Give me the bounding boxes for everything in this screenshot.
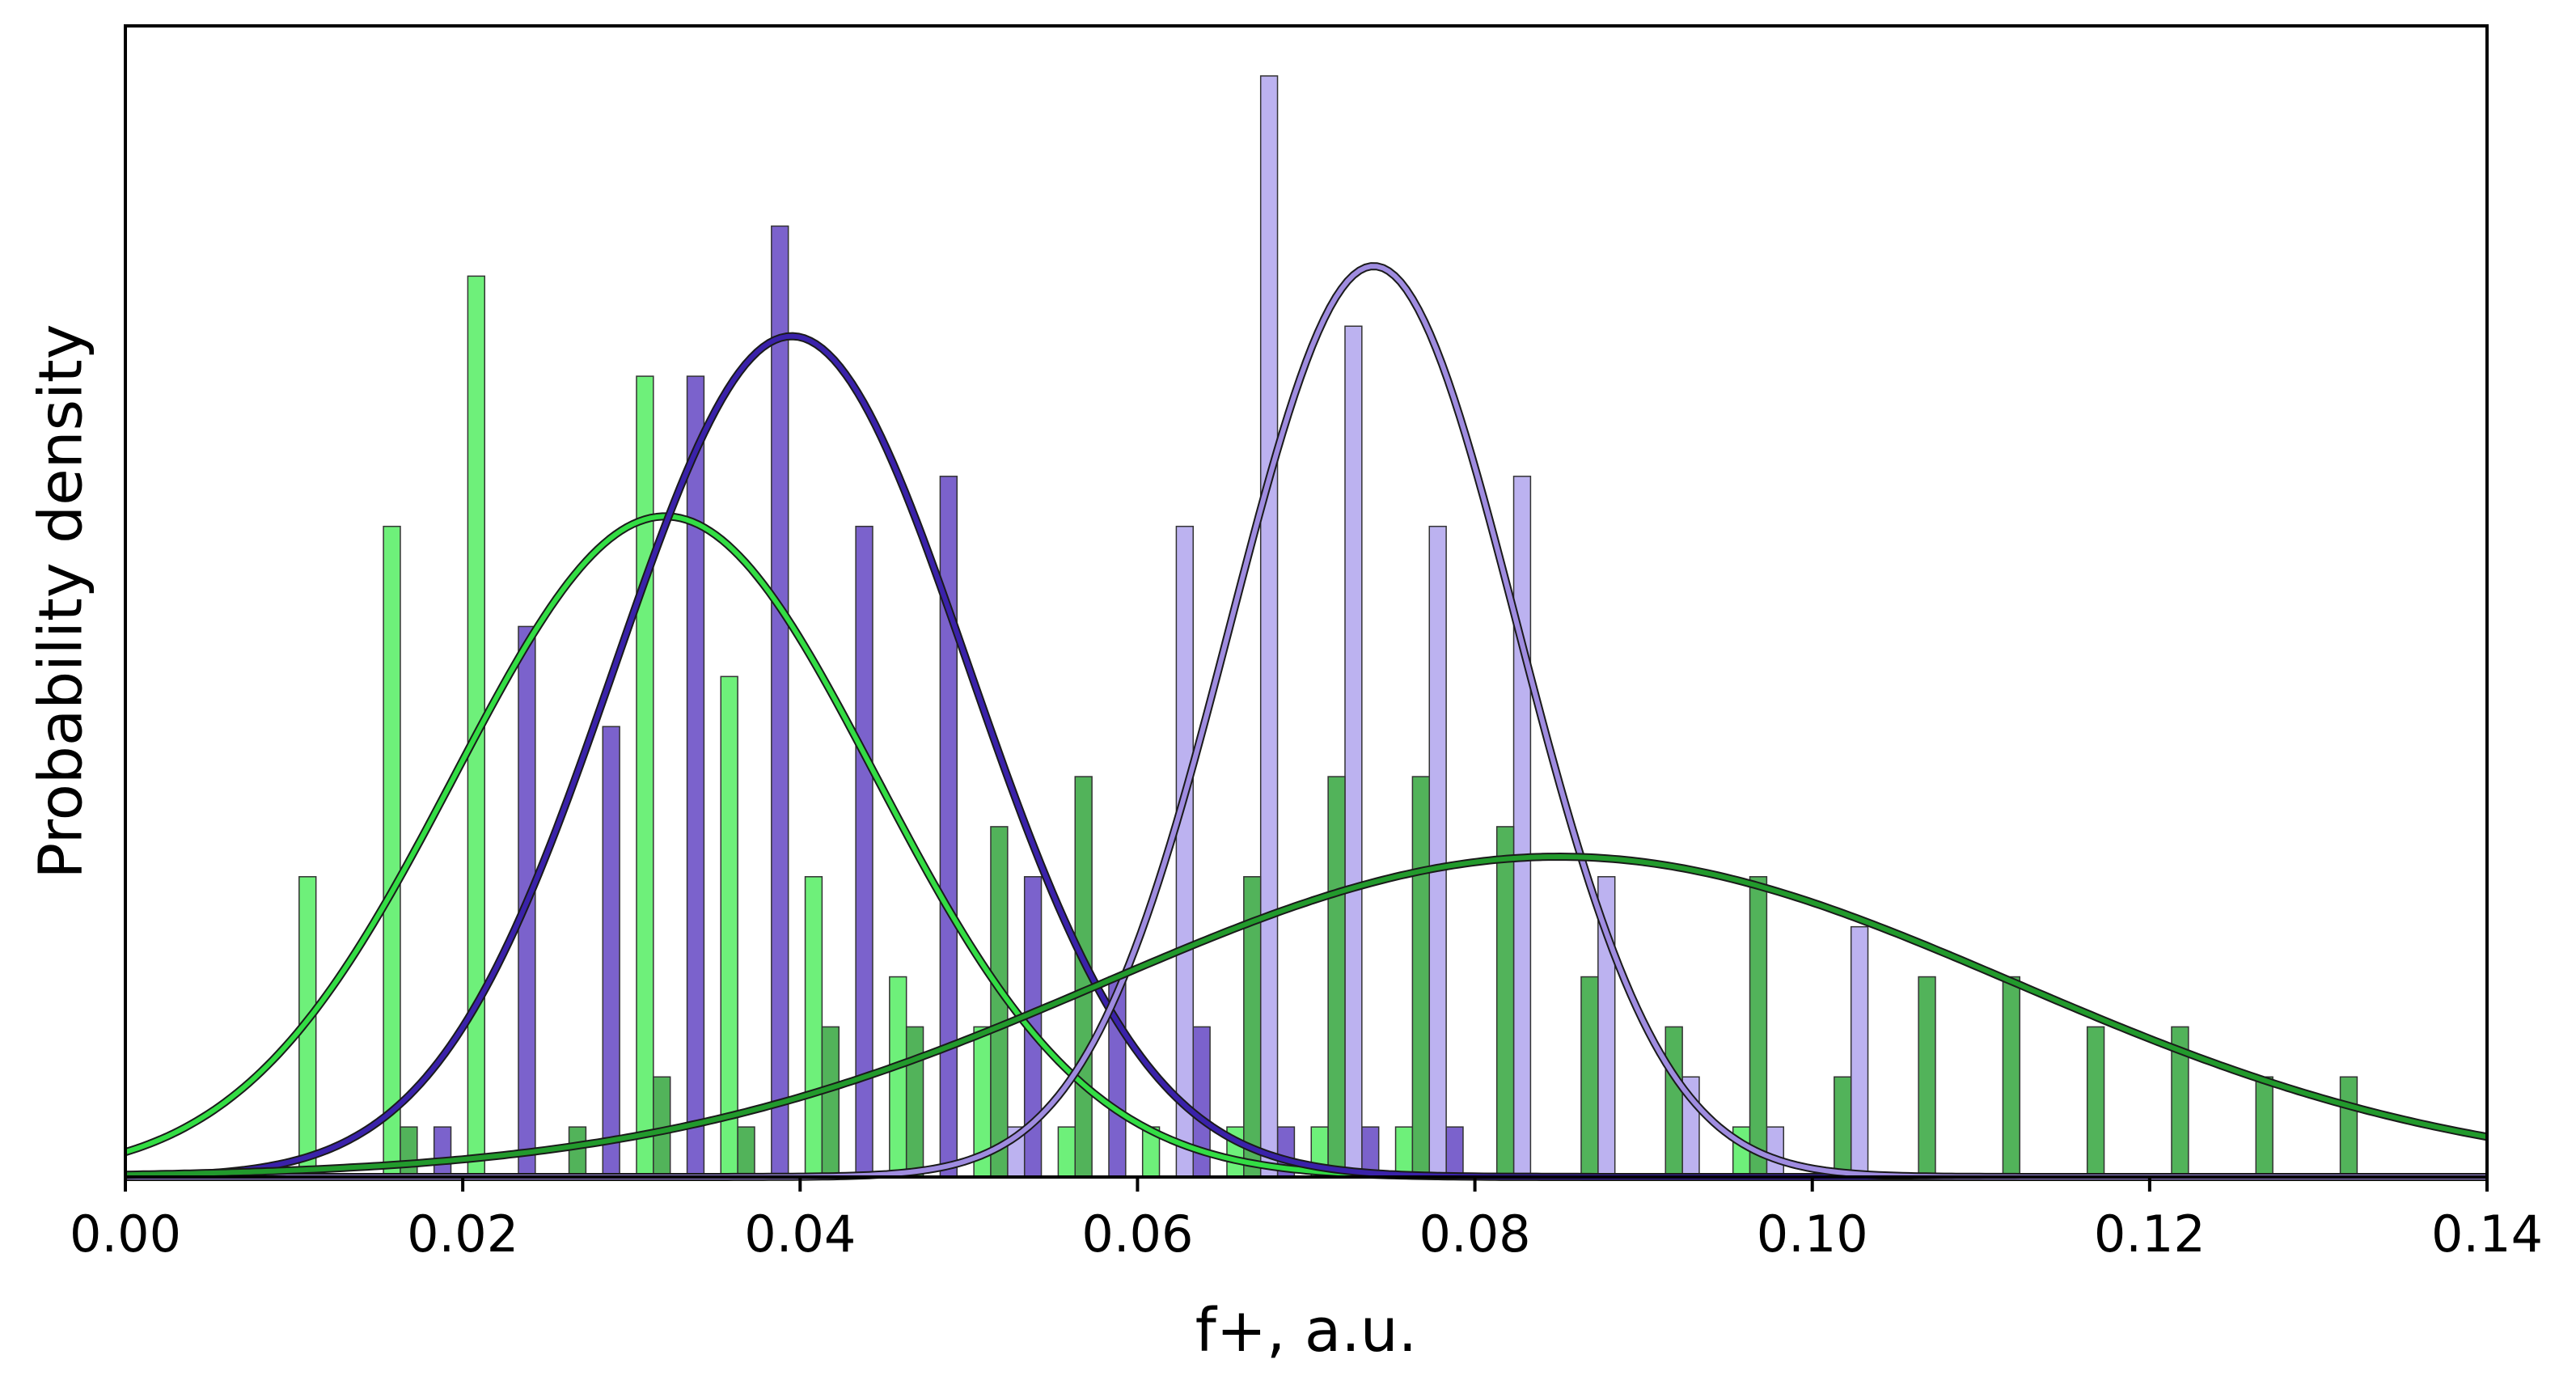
bar-dark-purple-3 [686, 375, 705, 1178]
bar-light-purple-1 [1175, 525, 1195, 1178]
bar-light-purple-9 [1850, 925, 1869, 1178]
plot-frame [124, 24, 2489, 1179]
x-tick-label-2: 0.04 [744, 1205, 856, 1264]
bar-light-green-6 [889, 976, 907, 1178]
bar-light-purple-4 [1428, 525, 1447, 1178]
bar-dark-green-10 [1411, 776, 1431, 1178]
bars-layer [298, 75, 2358, 1178]
x-tick-label-6: 0.12 [2094, 1205, 2206, 1264]
bar-dark-green-16 [1918, 976, 1936, 1178]
bar-dark-green-14 [1749, 876, 1768, 1178]
bar-dark-green-0 [400, 1126, 418, 1178]
bar-dark-green-17 [2002, 976, 2021, 1178]
bar-dark-green-9 [1327, 776, 1346, 1178]
fit-curve-dark-green [125, 854, 2488, 1178]
bar-dark-purple-2 [602, 726, 620, 1178]
bar-light-green-1 [383, 525, 401, 1178]
bar-dark-green-4 [821, 1026, 840, 1178]
bar-light-green-12 [1394, 1126, 1414, 1178]
x-tick-label-7: 0.14 [2431, 1205, 2543, 1264]
bar-dark-green-13 [1664, 1026, 1683, 1178]
bar-dark-purple-0 [433, 1126, 452, 1178]
bar-dark-green-21 [2339, 1076, 2358, 1178]
x-tick-label-3: 0.06 [1081, 1205, 1193, 1264]
bar-dark-green-15 [1834, 1076, 1852, 1178]
bar-dark-green-11 [1495, 826, 1515, 1178]
x-tick-label-0: 0.00 [70, 1205, 181, 1264]
bar-dark-green-12 [1580, 976, 1599, 1178]
bar-dark-purple-12 [1445, 1126, 1464, 1178]
x-tick-label-5: 0.10 [1757, 1205, 1868, 1264]
x-tick-label-1: 0.02 [407, 1205, 518, 1264]
x-axis-label: f+, a.u. [1195, 1296, 1417, 1365]
bar-light-purple-2 [1259, 75, 1279, 1178]
y-axis-label: Probability density [27, 324, 96, 879]
bar-light-green-8 [1057, 1126, 1077, 1178]
x-axis-ticks: 0.00 0.02 0.04 0.06 0.08 0.10 0.12 0.14 [70, 1177, 2543, 1264]
bar-light-purple-3 [1344, 325, 1363, 1178]
bar-light-green-4 [720, 675, 738, 1178]
bar-dark-green-5 [905, 1026, 924, 1178]
bar-dark-green-1 [568, 1126, 587, 1178]
bar-dark-green-18 [2086, 1026, 2105, 1178]
bar-dark-green-3 [737, 1126, 755, 1178]
bar-light-purple-5 [1512, 476, 1532, 1178]
x-tick-label-4: 0.08 [1419, 1205, 1531, 1264]
bar-dark-purple-4 [771, 225, 789, 1178]
bar-light-green-5 [804, 876, 823, 1178]
bar-light-green-3 [636, 375, 654, 1178]
bar-light-purple-8 [1766, 1126, 1785, 1178]
bar-dark-green-20 [2255, 1076, 2274, 1178]
